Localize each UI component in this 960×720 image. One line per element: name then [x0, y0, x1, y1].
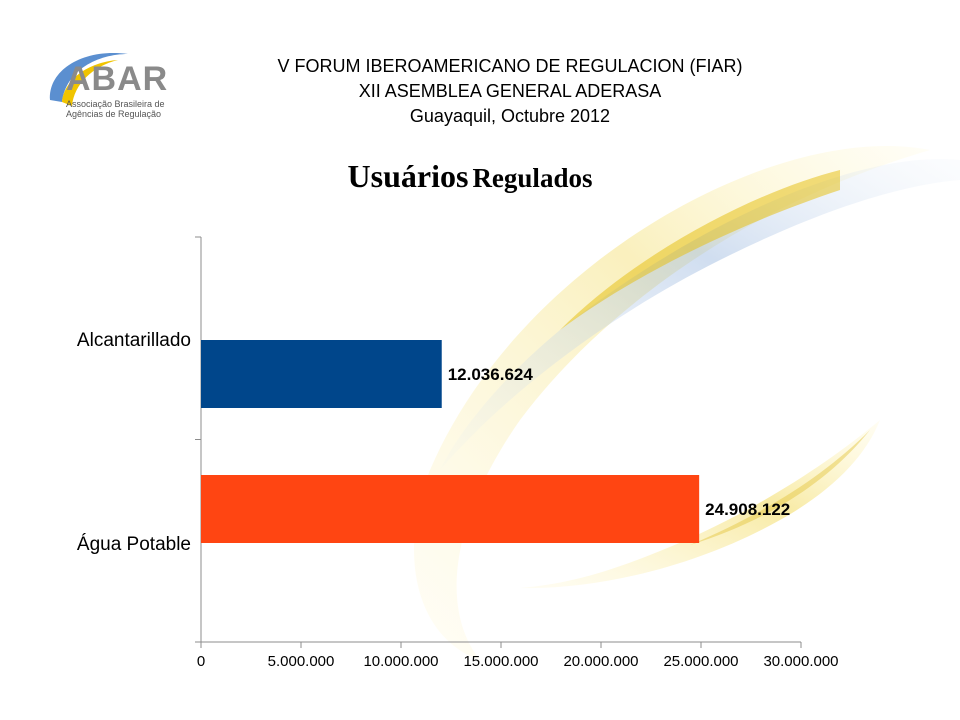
header-line-1: V FORUM IBEROAMERICANO DE REGULACION (FI…: [277, 56, 743, 76]
header-line-2: XII ASEMBLEA GENERAL ADERASA: [358, 81, 662, 101]
x-tick-label: 30.000.000: [763, 653, 838, 670]
logo-subtitle-2: Agências de Regulação: [66, 109, 162, 119]
category-label: Água Potable: [77, 534, 191, 555]
data-label: 24.908.122: [705, 500, 790, 519]
slide-title: Usuários Regulados: [250, 158, 690, 195]
logo-subtitle-1: Associação Brasileira de: [66, 99, 165, 109]
x-tick-label: 25.000.000: [663, 653, 738, 670]
header-line-3: Guayaquil, Octubre 2012: [409, 106, 611, 126]
category-label: Alcantarillado: [77, 330, 191, 351]
slide-title-word-1: Usuários: [347, 158, 469, 194]
x-tick-label: 20.000.000: [563, 653, 638, 670]
x-tick-label: 5.000.000: [268, 653, 335, 670]
logo-name: ABAR: [66, 60, 169, 98]
x-tick-label: 0: [197, 653, 205, 670]
x-tick-label: 10.000.000: [363, 653, 438, 670]
x-tick-label: 15.000.000: [463, 653, 538, 670]
bar-agua-potable: [201, 475, 700, 543]
bar-alcantarillado: [201, 340, 442, 408]
data-label: 12.036.624: [448, 365, 534, 384]
abar-logo-arc-icon: [49, 53, 128, 106]
slide-title-word-2: Regulados: [472, 163, 593, 193]
